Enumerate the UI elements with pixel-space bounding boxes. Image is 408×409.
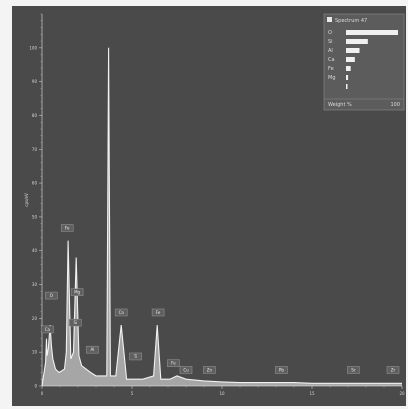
peak-label: Ca	[114, 308, 128, 317]
y-tick-label: 10	[32, 350, 38, 355]
peak-label: Ca	[41, 325, 54, 334]
peak-label-text: Fe	[171, 361, 176, 366]
peak-label: Cu	[179, 366, 193, 374]
x-tick-label: 15	[309, 391, 315, 396]
legend-item-bar	[346, 57, 355, 62]
legend-item-bar	[346, 30, 398, 35]
peak-label: Zr	[386, 366, 400, 374]
y-axis-label: cps/eV	[24, 193, 29, 207]
y-tick-label: 80	[32, 113, 38, 118]
peak-label: Sr	[347, 366, 360, 374]
peak-label-text: Ca	[45, 327, 51, 332]
peak-label-text: Ti	[133, 354, 137, 359]
peak-label: Zn	[203, 366, 216, 374]
y-tick-label: 0	[34, 384, 37, 389]
peak-label-text: Zr	[391, 367, 396, 372]
y-tick-label: 40	[32, 248, 38, 253]
peak-label-text: Fe	[156, 310, 161, 315]
peak-label-text: Fe	[65, 225, 70, 230]
spectrum-line	[41, 47, 402, 387]
peak-label-text: Ca	[119, 310, 125, 315]
peak-label: O	[45, 291, 58, 300]
peak-label-text: Sr	[351, 367, 356, 372]
y-tick-label: 60	[32, 181, 38, 186]
peak-label-text: Pb	[279, 367, 284, 372]
legend-item-label: Al	[328, 48, 333, 54]
legend-item-bar	[346, 75, 349, 80]
peak-label: Al	[86, 345, 99, 354]
y-tick-label: 30	[32, 282, 38, 287]
legend-item-bar	[346, 48, 360, 53]
legend-item-label: Mg	[328, 75, 336, 81]
peak-label-text: Cu	[183, 367, 189, 372]
x-tick-label: 0	[41, 391, 44, 396]
legend-item-label: O	[328, 30, 332, 36]
y-tick-label: 50	[32, 214, 38, 219]
y-tick-label: 100	[29, 45, 37, 50]
legend-footer-left: Weight %	[328, 102, 352, 108]
peak-label-text: Al	[90, 347, 94, 352]
peak-label: Fe	[167, 359, 180, 367]
peak-label: Fe	[151, 308, 165, 317]
y-tick-label: 90	[32, 79, 38, 84]
legend-item-label: Ca	[328, 57, 335, 63]
spectrum-fill	[42, 47, 402, 387]
legend-item-bar	[346, 84, 348, 89]
legend: Spectrum 47O Si Al Ca Fe Mg Weight % 100	[323, 13, 405, 111]
peak-label-text: Zn	[207, 367, 213, 372]
peak-label-text: Mg	[74, 290, 80, 295]
legend-title: Spectrum 47	[335, 18, 367, 24]
x-tick-label: 20	[399, 391, 405, 396]
peak-label-text: O	[50, 293, 53, 298]
legend-item-bar	[346, 39, 368, 44]
y-tick-label: 20	[32, 316, 38, 321]
legend-panel	[323, 13, 405, 111]
peak-label: Fe	[60, 224, 74, 232]
legend-item-label: Fe	[328, 66, 334, 72]
legend-swatch	[327, 17, 332, 22]
peak-label: Mg	[70, 288, 84, 296]
peak-label: Si	[69, 318, 82, 327]
x-tick-label: 10	[219, 391, 225, 396]
x-tick-label: 5	[131, 391, 134, 396]
legend-item-label: Si	[328, 39, 333, 45]
peak-label-text: Si	[73, 320, 77, 325]
peak-label: Ti	[129, 352, 142, 361]
legend-footer-right: 100	[390, 102, 400, 108]
peak-label: Pb	[275, 366, 288, 374]
legend-item-bar	[346, 66, 351, 71]
y-tick-label: 70	[32, 147, 38, 152]
